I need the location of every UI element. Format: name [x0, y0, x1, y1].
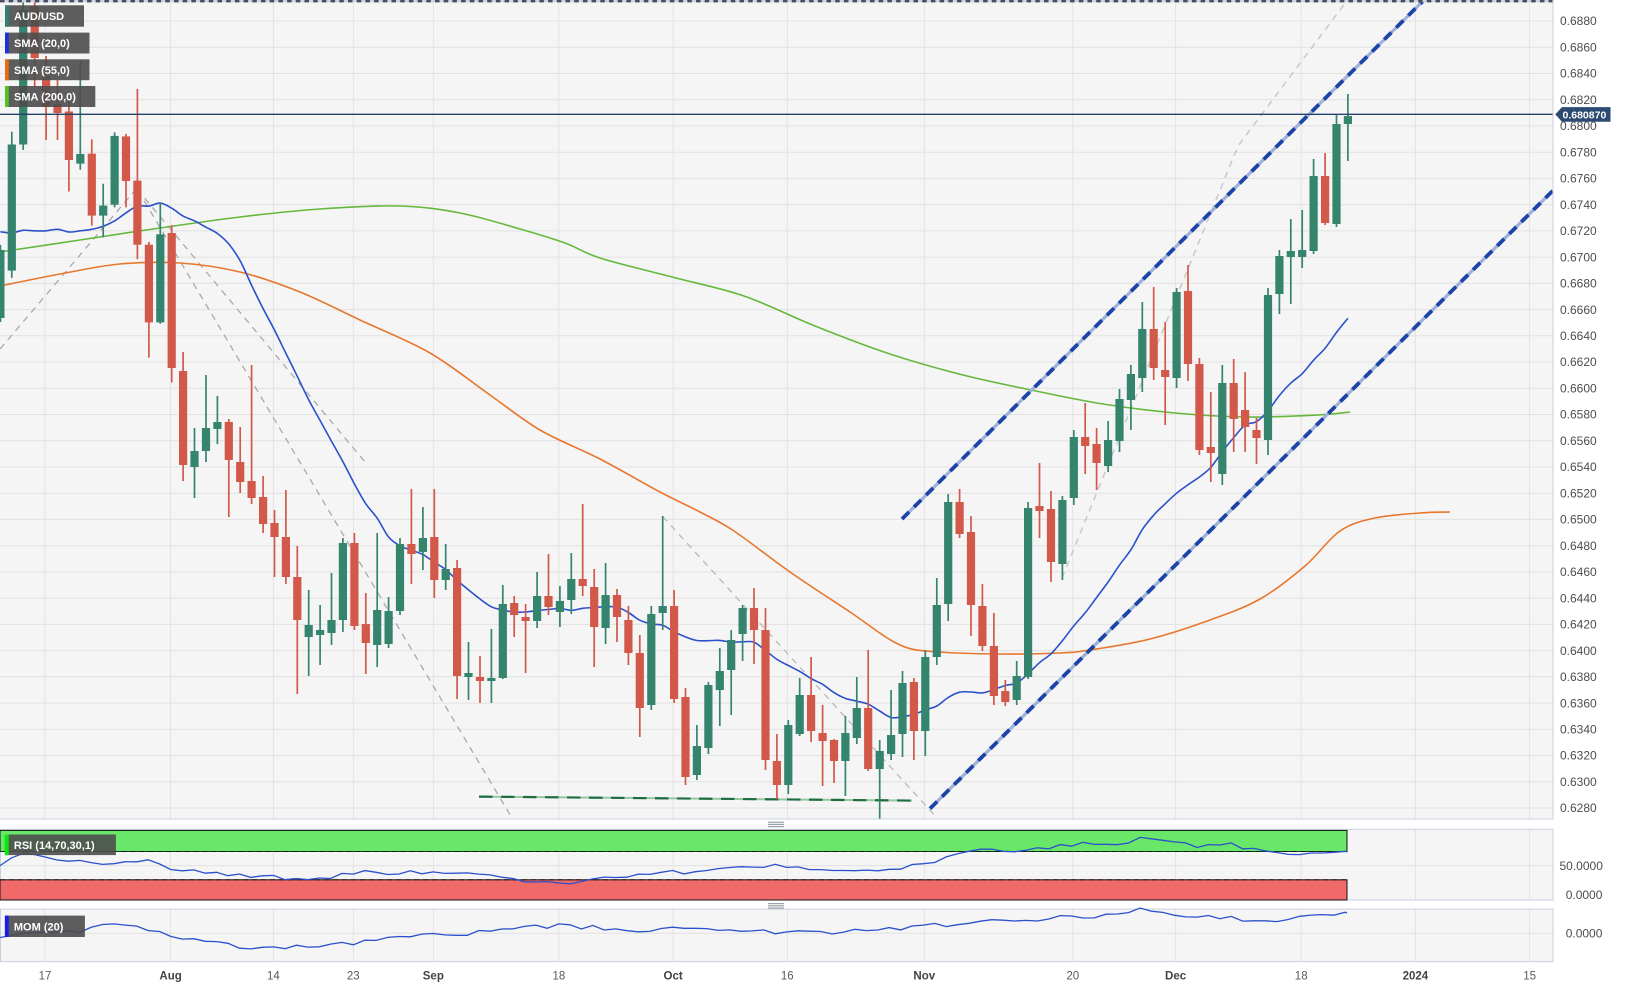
- svg-text:0.0000: 0.0000: [1566, 927, 1603, 941]
- svg-text:0.6660: 0.6660: [1560, 303, 1597, 317]
- svg-text:0.6320: 0.6320: [1560, 749, 1597, 763]
- svg-text:0.6360: 0.6360: [1560, 696, 1597, 710]
- svg-text:SMA (55,0): SMA (55,0): [14, 65, 70, 77]
- svg-text:0.6460: 0.6460: [1560, 565, 1597, 579]
- svg-text:0.6740: 0.6740: [1560, 198, 1597, 212]
- svg-text:0.6860: 0.6860: [1560, 40, 1597, 54]
- svg-text:0.6820: 0.6820: [1560, 93, 1597, 107]
- svg-text:0.6300: 0.6300: [1560, 775, 1597, 789]
- svg-text:AUD/USD: AUD/USD: [14, 11, 64, 23]
- svg-text:Sep: Sep: [423, 971, 444, 983]
- svg-text:0.6540: 0.6540: [1560, 460, 1597, 474]
- svg-text:Aug: Aug: [159, 971, 181, 983]
- svg-text:SMA (20,0): SMA (20,0): [14, 38, 70, 50]
- svg-text:18: 18: [1295, 971, 1308, 983]
- svg-text:0.6620: 0.6620: [1560, 355, 1597, 369]
- svg-text:17: 17: [39, 971, 52, 983]
- svg-text:18: 18: [553, 971, 566, 983]
- svg-text:0.6480: 0.6480: [1560, 539, 1597, 553]
- svg-text:0.6880: 0.6880: [1560, 14, 1597, 28]
- svg-text:15: 15: [1523, 971, 1536, 983]
- svg-text:0.6340: 0.6340: [1560, 723, 1597, 737]
- svg-text:0.6420: 0.6420: [1560, 618, 1597, 632]
- svg-text:16: 16: [781, 971, 794, 983]
- svg-text:0.6700: 0.6700: [1560, 250, 1597, 264]
- svg-text:0.6280: 0.6280: [1560, 801, 1597, 815]
- svg-text:0.6680: 0.6680: [1560, 277, 1597, 291]
- svg-text:MOM (20): MOM (20): [14, 921, 64, 933]
- svg-text:0.6380: 0.6380: [1560, 670, 1597, 684]
- svg-text:0.6840: 0.6840: [1560, 67, 1597, 81]
- svg-text:20: 20: [1066, 971, 1079, 983]
- svg-text:0.6500: 0.6500: [1560, 513, 1597, 527]
- svg-text:Dec: Dec: [1165, 971, 1187, 983]
- svg-text:0.0000: 0.0000: [1566, 888, 1603, 902]
- svg-text:0.6400: 0.6400: [1560, 644, 1597, 658]
- svg-text:0.6640: 0.6640: [1560, 329, 1597, 343]
- svg-text:23: 23: [347, 971, 360, 983]
- svg-text:0.6600: 0.6600: [1560, 382, 1597, 396]
- svg-text:0.6720: 0.6720: [1560, 224, 1597, 238]
- svg-text:0.6560: 0.6560: [1560, 434, 1597, 448]
- svg-text:0.6760: 0.6760: [1560, 172, 1597, 186]
- svg-text:14: 14: [267, 971, 280, 983]
- svg-text:0.6780: 0.6780: [1560, 145, 1597, 159]
- svg-text:0.6440: 0.6440: [1560, 591, 1597, 605]
- svg-text:Nov: Nov: [913, 971, 935, 983]
- svg-text:0.6520: 0.6520: [1560, 486, 1597, 500]
- svg-text:SMA (200,0): SMA (200,0): [14, 92, 76, 104]
- svg-text:0.6580: 0.6580: [1560, 408, 1597, 422]
- svg-text:50.0000: 50.0000: [1560, 859, 1604, 873]
- svg-text:2024: 2024: [1403, 971, 1429, 983]
- svg-text:RSI (14,70,30,1): RSI (14,70,30,1): [14, 840, 95, 852]
- svg-text:0.6800: 0.6800: [1560, 119, 1597, 133]
- svg-text:Oct: Oct: [664, 971, 683, 983]
- svg-text:0.680870: 0.680870: [1563, 109, 1607, 121]
